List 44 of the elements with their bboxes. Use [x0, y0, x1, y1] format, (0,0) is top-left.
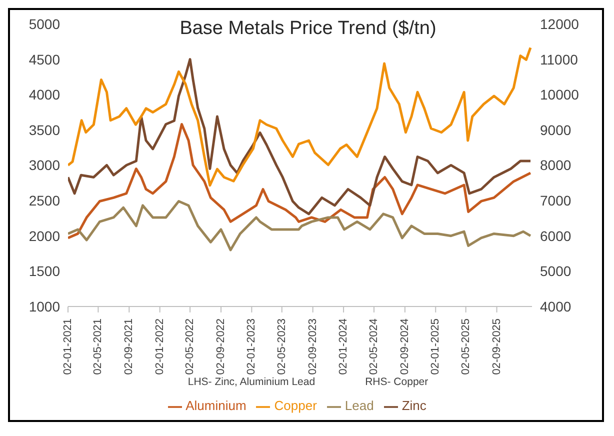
legend-label: Aluminium	[186, 398, 246, 414]
x-tick-label: 02-09-2021	[123, 318, 136, 375]
y2-tick-label: 12000	[540, 16, 580, 32]
legend-label: Copper	[274, 398, 317, 414]
y-tick-label: 3500	[28, 122, 60, 138]
x-tick-label: 02-05-2021	[92, 318, 104, 375]
line-series	[68, 200, 532, 252]
y2-tick-label: 8000	[540, 157, 572, 174]
x-tick-label: 02-01-2025	[430, 318, 442, 375]
x-tick-label: 02-05-2025	[460, 318, 472, 375]
text: LHS- Zinc, Aluminium Lead	[188, 376, 316, 388]
y-tick-label: 1500	[28, 263, 60, 280]
legend-label: Zinc	[402, 398, 426, 414]
y-tick-label: 2500	[28, 192, 60, 208]
y2-tick-label: 10000	[540, 86, 580, 103]
y-tick-label: 4000	[28, 86, 60, 103]
line-series	[68, 123, 532, 240]
y2-tick-label: 5000	[540, 263, 572, 280]
x-tick-label: 02-09-2025	[490, 318, 503, 375]
y-tick-label: 3000	[28, 157, 60, 174]
x-tick-label: 02-09-2022	[214, 318, 227, 375]
chart-title: Base Metals Price Trend ($/tn)	[180, 18, 436, 39]
y-tick-label: 4500	[28, 51, 60, 68]
x-tick-label: 02-05-2024	[368, 318, 380, 375]
x-tick-label: 02-01-2021	[62, 318, 74, 375]
y-tick-label: 1000	[28, 298, 60, 314]
x-tick-label: 02-01-2024	[338, 318, 350, 375]
y2-tick-label: 9000	[540, 122, 572, 138]
text: RHS- Copper	[365, 376, 428, 388]
x-tick-label: 02-01-2023	[246, 318, 258, 375]
y2-tick-label: 4000	[540, 298, 572, 314]
x-tick-label: 02-09-2023	[306, 318, 319, 375]
x-tick-label: 02-01-2022	[154, 318, 166, 375]
line-series	[68, 58, 532, 216]
x-tick-label: 02-05-2022	[184, 318, 196, 375]
x-tick-label: 02-09-2024	[398, 318, 411, 375]
x-tick-label: 02-05-2023	[276, 318, 288, 375]
y2-tick-label: 11000	[540, 51, 578, 68]
line-series	[68, 46, 532, 187]
y-tick-label: 2000	[28, 228, 60, 244]
y2-tick-label: 6000	[540, 228, 572, 244]
legend-label: Lead	[344, 398, 374, 414]
y2-tick-label: 7000	[540, 192, 572, 208]
y-tick-label: 5000	[28, 16, 60, 32]
